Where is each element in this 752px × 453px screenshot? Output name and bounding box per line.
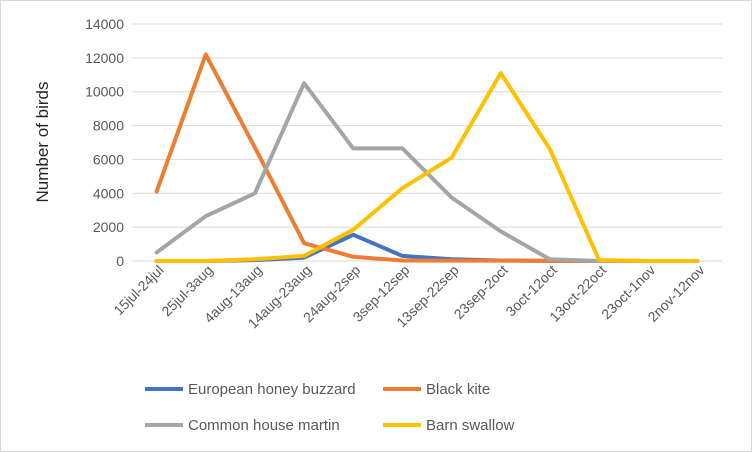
legend-label-3: Common house martin xyxy=(188,417,340,434)
y-tick-label: 10000 xyxy=(85,84,124,100)
series-line-1 xyxy=(154,232,700,263)
y-tick-label: 8000 xyxy=(93,118,124,134)
x-tick-label: 23sep-2oct xyxy=(451,262,511,322)
gridlines xyxy=(132,23,722,262)
series-line-2 xyxy=(154,52,700,263)
y-tick-label: 6000 xyxy=(93,151,124,167)
x-tick-label: 15jul-24jul xyxy=(110,262,166,318)
legend: European honey buzzard Black kite Common h… xyxy=(145,381,515,434)
legend-label-4: Barn swallow xyxy=(426,417,515,434)
y-tick-label: 0 xyxy=(116,253,124,269)
series-lines xyxy=(154,52,700,263)
series-line-4 xyxy=(154,71,700,263)
y-tick-label: 12000 xyxy=(85,50,124,66)
y-tick-label: 14000 xyxy=(85,16,124,32)
y-tick-label: 2000 xyxy=(93,219,124,235)
y-axis-ticks: 0 2000 4000 6000 8000 10000 12000 14000 xyxy=(85,16,124,269)
legend-label-2: Black kite xyxy=(426,381,490,398)
y-axis-title: Number of birds xyxy=(33,82,52,203)
x-axis-ticks: 15jul-24jul25jul-3aug4aug-13aug14aug-23a… xyxy=(110,262,707,332)
legend-label-1: European honey buzzard xyxy=(188,381,356,398)
y-tick-label: 4000 xyxy=(93,185,124,201)
